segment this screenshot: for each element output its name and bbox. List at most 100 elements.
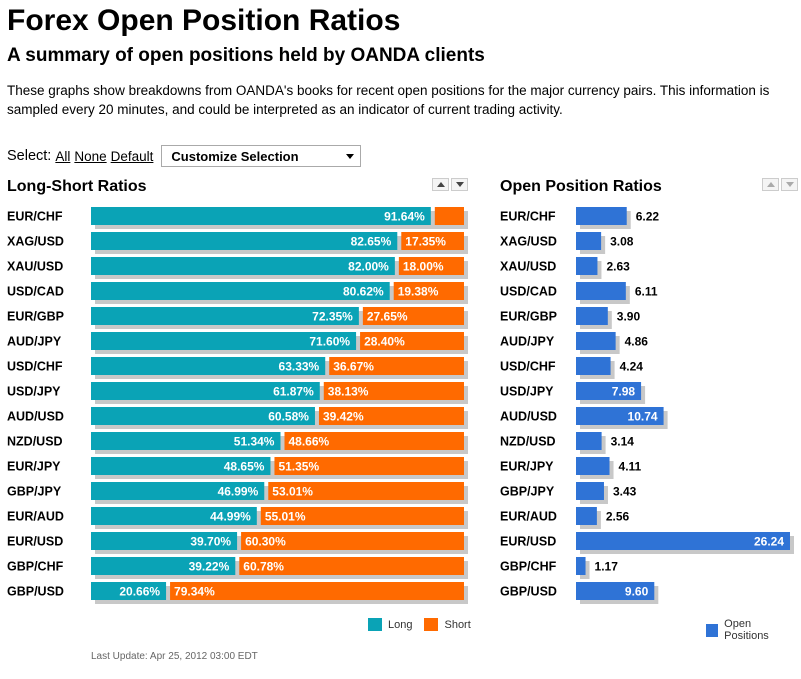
label-open-eur-aud: 2.56 <box>606 510 630 524</box>
customize-selection-label: Customize Selection <box>171 148 299 164</box>
label-open-gbp-jpy: 3.43 <box>613 485 637 499</box>
label-open-aud-usd: 10.74 <box>628 410 658 424</box>
legend-item-short[interactable]: Short <box>424 618 471 631</box>
bar-long-eur-jpy <box>91 457 271 475</box>
bar-short-aud-jpy <box>360 332 464 350</box>
label-open-nzd-usd: 3.14 <box>611 435 635 449</box>
bar-open-eur-usd <box>576 532 790 550</box>
bar-long-usd-cad <box>91 282 390 300</box>
label-short-aud-usd: 39.42% <box>323 410 364 424</box>
bar-short-gbp-jpy <box>268 482 464 500</box>
bar-open-nzd-usd <box>576 432 602 450</box>
label-long-xag-usd: 82.65% <box>351 235 392 249</box>
label-short-xag-usd: 17.35% <box>405 235 446 249</box>
bar-open-xau-usd <box>576 257 598 275</box>
select-default-link[interactable]: Default <box>110 148 154 164</box>
category-label-gbp-chf: GBP/CHF <box>500 560 557 574</box>
bar-short-eur-chf <box>434 207 464 225</box>
sort-descending-button[interactable] <box>781 178 798 191</box>
legend-label-open-positions: Open Positions <box>724 618 769 642</box>
label-long-gbp-usd: 20.66% <box>119 585 160 599</box>
label-short-usd-chf: 36.67% <box>333 360 374 374</box>
category-label-xau-usd: XAU/USD <box>500 260 556 274</box>
label-short-usd-cad: 19.38% <box>398 285 439 299</box>
bar-open-usd-cad <box>576 282 626 300</box>
label-long-eur-aud: 44.99% <box>210 510 251 524</box>
bar-open-eur-gbp <box>576 307 608 325</box>
category-label-eur-usd: EUR/USD <box>7 535 63 549</box>
label-open-eur-chf: 6.22 <box>636 210 660 224</box>
bar-long-aud-jpy <box>91 332 357 350</box>
category-label-usd-chf: USD/CHF <box>500 360 556 374</box>
bar-short-usd-chf <box>329 357 464 375</box>
page-description: These graphs show breakdowns from OANDA'… <box>7 83 770 117</box>
category-label-gbp-jpy: GBP/JPY <box>7 485 62 499</box>
label-long-eur-chf: 91.64% <box>384 210 425 224</box>
label-long-gbp-jpy: 46.99% <box>218 485 259 499</box>
category-label-usd-cad: USD/CAD <box>7 285 64 299</box>
category-label-eur-usd: EUR/USD <box>500 535 556 549</box>
legend-label-short: Short <box>444 618 471 631</box>
long-short-chart: EUR/CHF 91.64% XAG/USD 82.65% 17.35% XAU/USD 8… <box>7 207 468 604</box>
sort-descending-button[interactable] <box>451 178 468 191</box>
label-open-usd-chf: 4.24 <box>620 360 644 374</box>
bar-long-gbp-jpy <box>91 482 265 500</box>
bar-long-eur-aud <box>91 507 257 525</box>
label-open-eur-jpy: 4.11 <box>619 460 642 474</box>
label-short-nzd-usd: 48.66% <box>288 435 329 449</box>
label-long-aud-usd: 60.58% <box>268 410 309 424</box>
label-long-usd-chf: 63.33% <box>279 360 320 374</box>
label-open-gbp-chf: 1.17 <box>595 560 619 574</box>
label-open-eur-gbp: 3.90 <box>617 310 641 324</box>
arrow-down-icon <box>455 182 464 187</box>
label-short-eur-gbp: 27.65% <box>367 310 408 324</box>
customize-selection-dropdown[interactable]: Customize Selection <box>161 145 362 167</box>
label-short-gbp-chf: 60.78% <box>243 560 284 574</box>
sort-ascending-button[interactable] <box>432 178 449 191</box>
category-label-eur-chf: EUR/CHF <box>500 210 556 224</box>
bar-long-gbp-usd <box>91 582 167 600</box>
category-label-nzd-usd: NZD/USD <box>7 435 63 449</box>
bar-long-eur-usd <box>91 532 238 550</box>
bar-long-xau-usd <box>91 257 395 275</box>
bar-short-usd-cad <box>393 282 464 300</box>
label-long-eur-usd: 39.70% <box>190 535 231 549</box>
select-label: Select: <box>7 148 52 164</box>
category-label-xag-usd: XAG/USD <box>7 235 64 249</box>
bar-short-eur-usd <box>241 532 464 550</box>
legend-item-long[interactable]: Long <box>368 618 412 631</box>
legend-swatch-long <box>368 618 382 631</box>
category-label-eur-gbp: EUR/GBP <box>7 310 64 324</box>
label-long-eur-jpy: 48.65% <box>224 460 265 474</box>
bar-open-aud-usd <box>576 407 664 425</box>
category-label-gbp-usd: GBP/USD <box>7 585 64 599</box>
category-label-eur-aud: EUR/AUD <box>500 510 557 524</box>
bar-short-nzd-usd <box>284 432 464 450</box>
category-label-xau-usd: XAU/USD <box>7 260 63 274</box>
category-label-aud-jpy: AUD/JPY <box>7 335 62 349</box>
legend-item-open-positions[interactable]: Open Positions <box>706 618 789 642</box>
bar-long-usd-jpy <box>91 382 320 400</box>
label-long-nzd-usd: 51.34% <box>234 435 275 449</box>
bar-open-gbp-jpy <box>576 482 604 500</box>
label-short-eur-jpy: 51.35% <box>278 460 319 474</box>
select-none-link[interactable]: None <box>74 148 107 164</box>
bar-open-eur-chf <box>576 207 627 225</box>
label-open-xag-usd: 3.08 <box>610 235 634 249</box>
category-label-usd-chf: USD/CHF <box>7 360 63 374</box>
select-all-link[interactable]: All <box>55 148 71 164</box>
category-label-gbp-jpy: GBP/JPY <box>500 485 555 499</box>
legend-swatch-short <box>424 618 439 631</box>
category-label-usd-cad: USD/CAD <box>500 285 557 299</box>
label-short-eur-aud: 55.01% <box>265 510 306 524</box>
bar-short-gbp-chf <box>239 557 464 575</box>
arrow-down-icon <box>785 182 794 187</box>
category-label-usd-jpy: USD/JPY <box>7 385 61 399</box>
label-short-aud-jpy: 28.40% <box>364 335 405 349</box>
sort-ascending-button[interactable] <box>762 178 779 191</box>
bar-short-xag-usd <box>401 232 464 250</box>
label-long-usd-cad: 80.62% <box>343 285 384 299</box>
long-short-legend: Long Short <box>368 618 483 631</box>
chevron-down-icon <box>346 153 355 159</box>
bar-short-xau-usd <box>398 257 464 275</box>
